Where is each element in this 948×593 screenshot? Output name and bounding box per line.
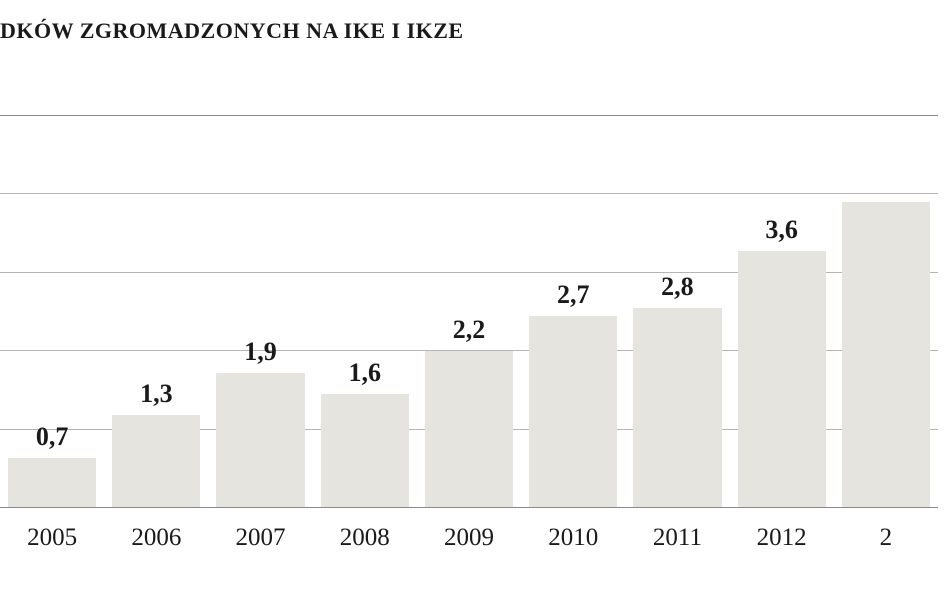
x-axis: 200520062007200820092010201120122 (0, 508, 938, 563)
plot-area: 0,71,31,91,62,22,72,83,6 200520062007200… (0, 115, 938, 563)
bar-slot (834, 116, 938, 508)
chart-container: { "chart": { "type": "bar", "title_prefi… (0, 0, 948, 593)
x-tick-label: 2010 (521, 508, 625, 563)
chart-title: DKÓW ZGROMADZONYCH NA IKE I IKZE (0, 18, 464, 44)
bar-value-label: 3,6 (730, 215, 834, 245)
bar-value-label: 2,7 (521, 280, 625, 310)
bar (529, 316, 617, 508)
bar (321, 394, 409, 508)
x-tick-label: 2008 (313, 508, 417, 563)
x-tick-label: 2011 (625, 508, 729, 563)
bar-value-label: 0,7 (0, 422, 104, 452)
bar (633, 308, 721, 508)
x-tick-label: 2012 (730, 508, 834, 563)
bar (216, 373, 304, 508)
bar-value-label: 2,8 (625, 272, 729, 302)
bar-slot: 1,3 (104, 116, 208, 508)
bar (112, 415, 200, 508)
plot-inner: 0,71,31,91,62,22,72,83,6 (0, 115, 938, 508)
bar-value-label: 1,3 (104, 379, 208, 409)
title-bold: IKE I IKZE (344, 18, 464, 43)
bar-value-label: 1,9 (208, 337, 312, 367)
bar-value-label: 1,6 (313, 358, 417, 388)
x-tick-label: 2006 (104, 508, 208, 563)
title-prefix: DKÓW ZGROMADZONYCH NA (0, 18, 344, 43)
x-tick-label: 2 (834, 508, 938, 563)
bar (425, 351, 513, 508)
bar (842, 202, 930, 508)
bar-slot: 1,6 (313, 116, 417, 508)
bar (738, 251, 826, 508)
bar-slot: 2,2 (417, 116, 521, 508)
x-tick-label: 2009 (417, 508, 521, 563)
bars-group: 0,71,31,91,62,22,72,83,6 (0, 116, 938, 508)
bar-slot: 2,8 (625, 116, 729, 508)
bar-slot: 2,7 (521, 116, 625, 508)
bar-slot: 0,7 (0, 116, 104, 508)
x-tick-label: 2007 (208, 508, 312, 563)
bar-value-label: 2,2 (417, 315, 521, 345)
bar (8, 458, 96, 508)
bar-slot: 3,6 (730, 116, 834, 508)
x-tick-label: 2005 (0, 508, 104, 563)
bar-slot: 1,9 (208, 116, 312, 508)
